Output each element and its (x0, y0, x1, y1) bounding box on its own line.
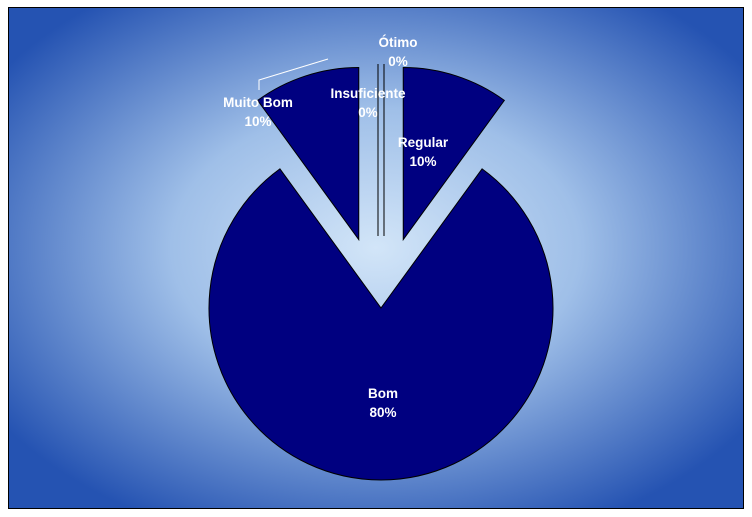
data-label-muito-bom: Muito Bom 10% (223, 95, 293, 129)
pie-slice-muito-bom (256, 67, 360, 242)
data-label-category: Regular (398, 135, 449, 150)
data-label-regular: Regular 10% (398, 135, 449, 169)
pie-chart: Ótimo 0% Regular 10% Bom 80% Muito Bom 10% Insuf… (9, 8, 743, 508)
data-label-category: Ótimo (379, 35, 418, 50)
data-label-otimo: Ótimo 0% (379, 35, 418, 69)
data-label-category: Muito Bom (223, 95, 293, 110)
pie-slice-regular (402, 67, 506, 242)
chart-frame: Ótimo 0% Regular 10% Bom 80% Muito Bom 10% Insuf… (8, 7, 744, 509)
data-label-percent: 10% (409, 154, 436, 169)
data-label-percent: 0% (358, 105, 378, 120)
data-label-insuficiente: Insuficiente 0% (330, 86, 406, 120)
data-label-percent: 10% (244, 114, 271, 129)
data-label-category: Insuficiente (330, 86, 406, 101)
leader-line-muito-bom (258, 58, 329, 90)
pie-slice-bom (208, 168, 554, 481)
data-label-percent: 80% (369, 405, 396, 420)
data-label-bom: Bom 80% (368, 386, 398, 420)
data-label-percent: 0% (388, 54, 408, 69)
data-label-category: Bom (368, 386, 398, 401)
